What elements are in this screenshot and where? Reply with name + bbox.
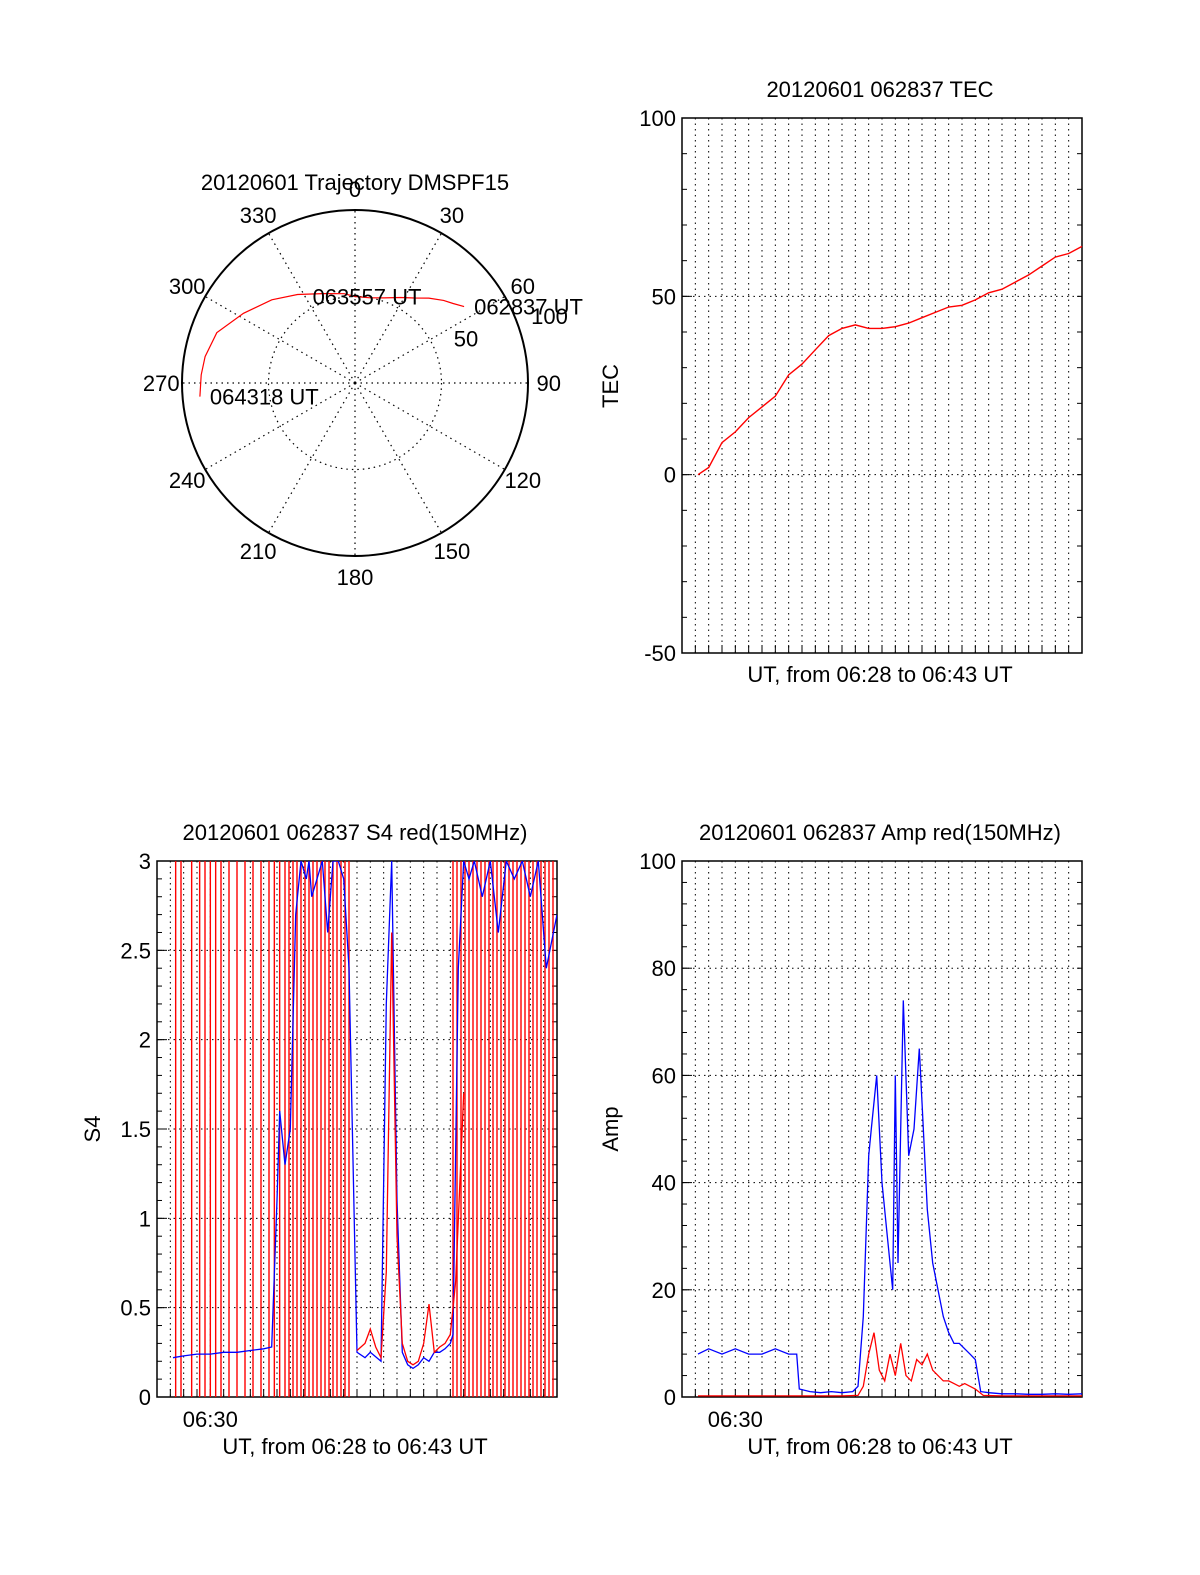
amp-plot: 20120601 062837 Amp red(150MHz) Amp UT, … xyxy=(598,820,1083,1459)
tec-title: 20120601 062837 TEC xyxy=(766,77,993,102)
azimuth-label: 270 xyxy=(143,371,180,396)
amp-series xyxy=(697,1000,1082,1397)
s4-y-tick-label: 2 xyxy=(139,1028,151,1053)
tec-y-tick-label: -50 xyxy=(644,641,676,666)
tec-plot: 20120601 062837 TEC TEC UT, from 06:28 t… xyxy=(598,77,1083,687)
amp-y-tick-label: 60 xyxy=(652,1063,676,1088)
amp-y-tick-label: 80 xyxy=(652,956,676,981)
amp-frame xyxy=(681,860,1083,1398)
amp-y-axis-label: Amp xyxy=(598,1106,623,1151)
azimuth-label: 0 xyxy=(349,177,361,202)
azimuth-label: 300 xyxy=(169,274,206,299)
polar-spoke xyxy=(354,382,443,534)
trajectory-polar-plot: 20120601 Trajectory DMSPF15 0 30 60 90 120 15… xyxy=(143,170,583,590)
s4-y-tick-label: 3 xyxy=(139,849,151,874)
s4-title: 20120601 062837 S4 red(150MHz) xyxy=(183,820,528,845)
s4-plot: 20120601 062837 S4 red(150MHz) S4 UT, fr… xyxy=(80,820,558,1459)
radial-labels: 50 100 xyxy=(454,304,568,351)
trajectory-annotations: 062837 UT 063557 UT 064318 UT xyxy=(210,285,583,410)
trajectory-line xyxy=(199,292,465,397)
s4-y-tick-label: 1 xyxy=(139,1206,151,1231)
amp-axes: 0 20 40 60 80 100 06:30 xyxy=(639,849,1083,1432)
amp-y-tick-label: 100 xyxy=(639,849,676,874)
polar-grid xyxy=(181,209,529,557)
azimuth-labels: 0 30 60 90 120 150 180 210 240 270 300 330 xyxy=(143,177,561,590)
tec-y-tick-label: 100 xyxy=(639,106,676,131)
s4-x-axis-label: UT, from 06:28 to 06:43 UT xyxy=(222,1434,487,1459)
s4-y-axis-label: S4 xyxy=(80,1116,105,1143)
azimuth-label: 240 xyxy=(169,468,206,493)
tec-x-axis-label: UT, from 06:28 to 06:43 UT xyxy=(747,662,1012,687)
azimuth-label: 30 xyxy=(440,203,464,228)
tec-y-tick-label: 50 xyxy=(652,284,676,309)
amp-x-tick-label: 06:30 xyxy=(708,1407,763,1432)
s4-series xyxy=(172,861,557,1397)
amp-y-tick-label: 0 xyxy=(664,1385,676,1410)
s4-y-tick-label: 0.5 xyxy=(120,1296,151,1321)
radial-label: 50 xyxy=(454,326,478,351)
azimuth-label: 120 xyxy=(504,468,541,493)
polar-spoke xyxy=(267,232,356,384)
polar-spoke xyxy=(354,382,506,471)
trajectory-track xyxy=(199,292,465,397)
azimuth-label: 210 xyxy=(240,539,277,564)
s4-y-tick-label: 1.5 xyxy=(120,1117,151,1142)
trajectory-title: 20120601 Trajectory DMSPF15 xyxy=(201,170,509,195)
polar-spoke xyxy=(354,295,506,384)
tec-series xyxy=(697,245,1083,476)
amp-y-tick-label: 20 xyxy=(652,1278,676,1303)
azimuth-label: 330 xyxy=(240,203,277,228)
s4-y-tick-label: 2.5 xyxy=(120,938,151,963)
amp-blue-line xyxy=(697,1000,1082,1395)
trajectory-time-label: 063557 UT xyxy=(313,285,422,310)
s4-y-tick-label: 0 xyxy=(139,1385,151,1410)
trajectory-time-label: 064318 UT xyxy=(210,385,319,410)
polar-spoke xyxy=(267,382,356,534)
polar-spoke xyxy=(204,295,356,384)
azimuth-label: 60 xyxy=(511,274,535,299)
tec-frame xyxy=(681,117,1083,654)
tec-line xyxy=(697,245,1083,476)
polar-spoke xyxy=(354,232,443,384)
polar-range-ring xyxy=(267,295,443,471)
polar-spoke xyxy=(204,382,356,471)
amp-red-line xyxy=(698,1332,1082,1397)
amp-x-axis-label: UT, from 06:28 to 06:43 UT xyxy=(747,1434,1012,1459)
s4-frame xyxy=(156,860,558,1398)
azimuth-label: 90 xyxy=(537,371,561,396)
s4-red-line xyxy=(356,932,465,1366)
tec-y-tick-label: 0 xyxy=(664,463,676,488)
azimuth-label: 150 xyxy=(434,539,471,564)
trajectory-time-label: 062837 UT xyxy=(474,295,583,320)
tec-axes: -50 0 50 100 xyxy=(639,106,1083,666)
amp-title: 20120601 062837 Amp red(150MHz) xyxy=(699,820,1061,845)
azimuth-label: 180 xyxy=(337,565,374,590)
tec-y-axis-label: TEC xyxy=(598,364,623,408)
polar-outer-circle xyxy=(181,209,529,557)
s4-blue-line xyxy=(172,861,557,1370)
amp-y-tick-label: 40 xyxy=(652,1171,676,1196)
radial-label: 100 xyxy=(531,304,568,329)
s4-x-tick-label: 06:30 xyxy=(183,1407,238,1432)
